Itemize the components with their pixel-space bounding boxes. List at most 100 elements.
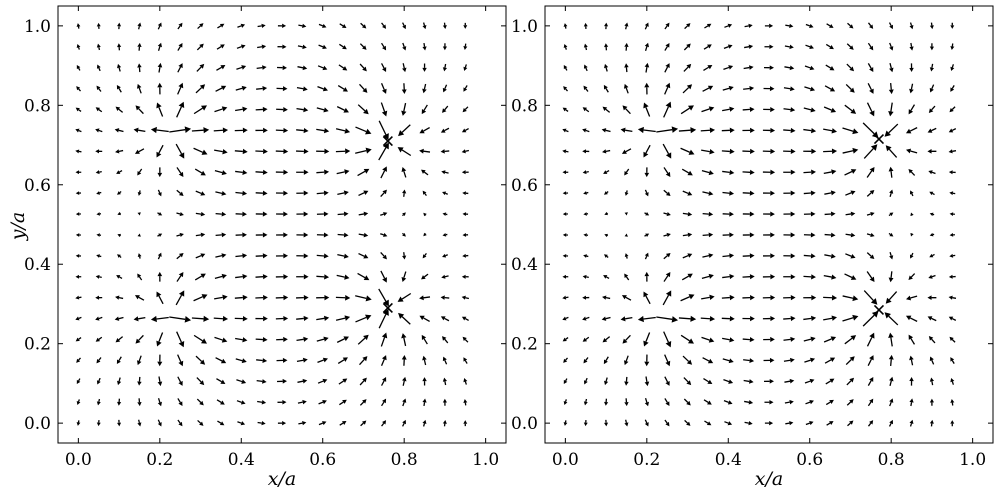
field-arrow: [645, 107, 651, 117]
field-arrow-head: [829, 86, 836, 92]
field-arrow-head: [850, 169, 857, 174]
field-arrow-head: [96, 380, 101, 385]
field-arrow: [118, 108, 124, 113]
field-arrow: [336, 338, 345, 343]
field-arrow-head: [441, 170, 446, 175]
x-tick-label: 0.6: [796, 450, 823, 470]
field-arrow-head: [811, 274, 816, 280]
field-arrow-head: [706, 23, 712, 28]
field-arrow: [197, 419, 202, 424]
field-arrow: [867, 380, 872, 386]
field-arrow-head: [750, 127, 755, 133]
field-arrow-head: [282, 378, 287, 384]
field-arrow: [932, 192, 935, 196]
field-arrow: [318, 23, 324, 27]
field-arrow-head: [707, 358, 714, 364]
y-tick-label: 0.8: [24, 96, 51, 116]
field-arrow: [866, 337, 873, 347]
field-arrow-head: [283, 148, 289, 154]
field-arrow: [403, 271, 407, 278]
field-arrow-head: [770, 336, 775, 342]
field-arrow: [722, 275, 730, 279]
field-arrow: [444, 275, 449, 278]
field-arrow: [402, 423, 405, 427]
field-arrow-head: [381, 332, 388, 339]
field-arrow-head: [948, 316, 954, 321]
field-arrow: [910, 273, 916, 278]
field-arrow-head: [749, 169, 755, 175]
field-arrow-head: [888, 111, 894, 117]
field-arrow: [216, 45, 222, 50]
field-arrow-head: [665, 101, 672, 109]
field-arrow-head: [790, 315, 796, 322]
field-arrow-head: [749, 190, 755, 196]
field-arrow-head: [440, 295, 445, 300]
field-arrow-head: [398, 312, 405, 319]
field-arrow: [157, 234, 160, 237]
field-arrow-head: [603, 84, 608, 90]
field-arrow-head: [829, 66, 835, 71]
field-arrow-head: [76, 64, 81, 70]
field-arrow-head: [869, 355, 874, 361]
field-arrow: [704, 420, 709, 424]
field-arrow-head: [440, 149, 445, 154]
field-arrow-head: [769, 357, 775, 363]
field-arrow: [196, 46, 202, 51]
field-arrow-head: [929, 67, 935, 72]
field-arrow-head: [831, 148, 838, 154]
field-arrow-head: [461, 316, 467, 321]
field-arrow: [217, 25, 222, 29]
field-arrow: [910, 402, 913, 407]
field-arrow-head: [178, 271, 184, 278]
field-arrow: [625, 419, 628, 424]
field-arrow: [423, 359, 427, 366]
field-arrow: [194, 275, 203, 281]
field-arrow: [360, 422, 364, 427]
field-arrow: [803, 275, 812, 278]
field-arrow-head: [829, 357, 836, 363]
field-arrow-head: [809, 44, 814, 50]
field-arrow-head: [242, 232, 247, 238]
field-arrow-head: [665, 42, 670, 48]
field-arrow: [722, 191, 730, 194]
field-arrow: [335, 128, 346, 132]
field-arrow-head: [869, 88, 874, 94]
field-arrow: [138, 355, 142, 362]
field-arrow: [195, 190, 202, 195]
field-arrow-head: [583, 233, 587, 237]
field-arrow-head: [324, 294, 330, 301]
field-arrow: [177, 354, 182, 363]
field-arrow: [663, 212, 668, 215]
field-arrow-head: [323, 336, 329, 342]
field-arrow-head: [645, 233, 650, 238]
field-arrow-head: [382, 398, 387, 404]
field-arrow-head: [749, 106, 755, 112]
field-arrow-head: [909, 254, 914, 259]
field-arrow-head: [909, 419, 914, 424]
field-arrow: [803, 171, 812, 174]
field-arrow-head: [665, 421, 670, 427]
field-arrow: [78, 109, 82, 112]
field-arrow-head: [604, 211, 608, 216]
field-arrow-head: [583, 359, 588, 364]
field-arrow-head: [117, 22, 122, 27]
field-arrow: [339, 23, 344, 27]
field-arrow: [702, 87, 710, 92]
field-arrow-head: [948, 274, 953, 279]
field-arrow-head: [643, 102, 649, 109]
field-arrow: [118, 129, 124, 133]
field-arrow-head: [829, 378, 835, 383]
field-arrow-head: [382, 24, 387, 29]
field-arrow: [193, 107, 203, 115]
field-arrow-head: [363, 190, 369, 195]
field-arrow-head: [810, 190, 816, 196]
field-arrow-head: [950, 25, 955, 29]
field-arrow: [889, 42, 892, 48]
field-arrow-head: [261, 400, 267, 405]
field-arrow: [785, 24, 790, 27]
field-arrow: [380, 380, 385, 386]
field-arrow-head: [728, 65, 734, 70]
field-arrow: [337, 233, 345, 236]
field-arrow-head: [179, 232, 184, 238]
left-xlabel: x/a: [268, 468, 296, 490]
